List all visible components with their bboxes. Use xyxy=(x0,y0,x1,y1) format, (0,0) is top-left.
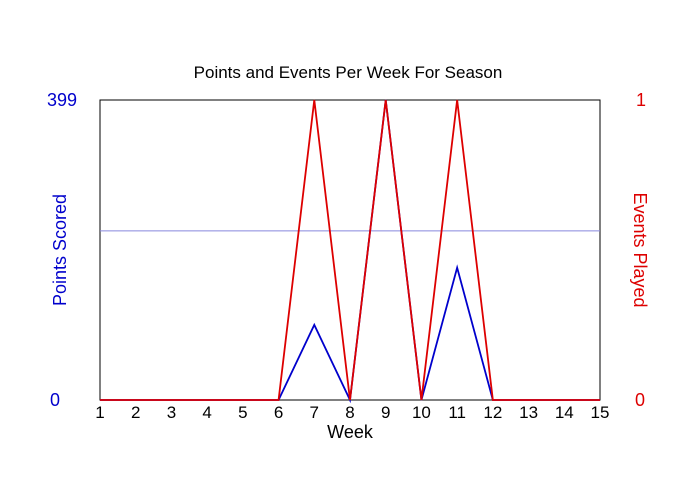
y-left-tick-max: 399 xyxy=(47,90,77,110)
y-right-tick-max: 1 xyxy=(636,90,646,110)
x-tick-label: 5 xyxy=(238,403,247,422)
y-right-tick-min: 0 xyxy=(635,390,645,410)
x-tick-label: 4 xyxy=(202,403,211,422)
x-tick-label: 9 xyxy=(381,403,390,422)
x-tick-label: 15 xyxy=(591,403,610,422)
chart-title: Points and Events Per Week For Season xyxy=(194,63,503,82)
x-tick-label: 10 xyxy=(412,403,431,422)
x-tick-label: 11 xyxy=(448,403,466,422)
x-axis-ticks: 1 2 3 4 5 6 7 8 9 10 11 12 13 14 15 xyxy=(95,403,609,422)
x-tick-label: 14 xyxy=(555,403,574,422)
x-tick-label: 2 xyxy=(131,403,140,422)
y-left-axis-label: Points Scored xyxy=(50,194,70,306)
plot-frame xyxy=(99,99,601,401)
x-axis-label: Week xyxy=(327,422,374,442)
x-tick-label: 1 xyxy=(95,403,104,422)
x-tick-label: 8 xyxy=(345,403,354,422)
y-right-axis-label: Events Played xyxy=(630,192,650,307)
plot-area xyxy=(99,99,601,404)
x-tick-label: 12 xyxy=(483,403,502,422)
series-line-events xyxy=(100,99,600,401)
x-tick-label: 3 xyxy=(167,403,176,422)
series-line-points xyxy=(100,99,600,404)
x-tick-label: 7 xyxy=(310,403,319,422)
x-tick-label: 6 xyxy=(274,403,283,422)
y-left-tick-min: 0 xyxy=(50,390,60,410)
x-tick-label: 13 xyxy=(519,403,538,422)
series-layer xyxy=(100,99,600,404)
